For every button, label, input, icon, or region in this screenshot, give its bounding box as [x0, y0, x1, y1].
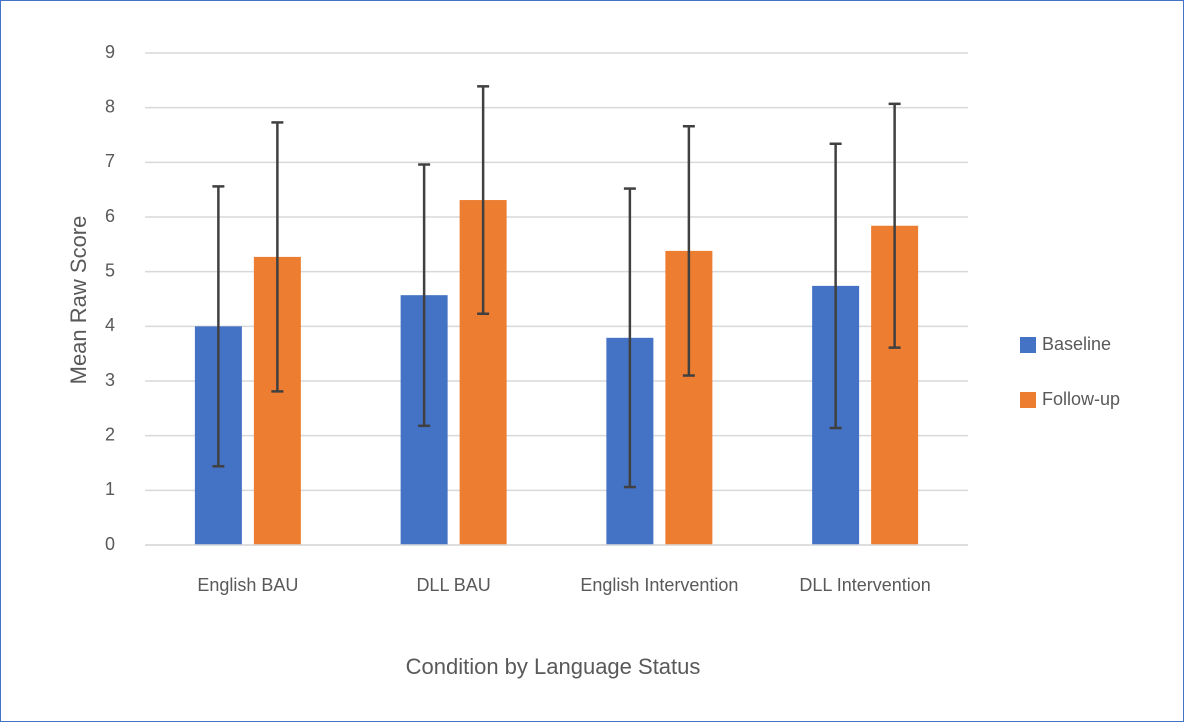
- y-tick-label: 9: [105, 42, 115, 62]
- y-tick-label: 7: [105, 151, 115, 171]
- x-tick-label: DLL BAU: [416, 575, 491, 595]
- x-tick-label: English Intervention: [580, 575, 739, 595]
- legend-swatch: [1020, 392, 1036, 408]
- error-bar: [888, 102, 901, 349]
- y-tick-label: 0: [105, 534, 115, 554]
- y-tick-label: 1: [105, 479, 115, 499]
- x-axis-label: Condition by Language Status: [406, 654, 701, 679]
- x-tick-label: DLL Intervention: [799, 575, 931, 595]
- error-bar: [623, 187, 636, 489]
- error-bar: [829, 142, 842, 430]
- error-bar: [418, 163, 431, 428]
- y-tick-label: 8: [105, 96, 115, 116]
- x-tick-label: English BAU: [197, 575, 299, 595]
- legend-swatch: [1020, 337, 1036, 353]
- y-axis-label: Mean Raw Score: [66, 216, 91, 385]
- error-bar: [271, 121, 284, 393]
- y-tick-label: 6: [105, 206, 115, 226]
- error-bar: [477, 85, 490, 316]
- error-bar: [682, 125, 695, 377]
- y-tick-label: 3: [105, 370, 115, 390]
- error-bar: [212, 185, 225, 468]
- y-tick-label: 4: [105, 315, 115, 335]
- legend-label: Baseline: [1042, 334, 1111, 354]
- y-tick-label: 2: [105, 424, 115, 444]
- legend-label: Follow-up: [1042, 389, 1120, 409]
- y-tick-label: 5: [105, 260, 115, 280]
